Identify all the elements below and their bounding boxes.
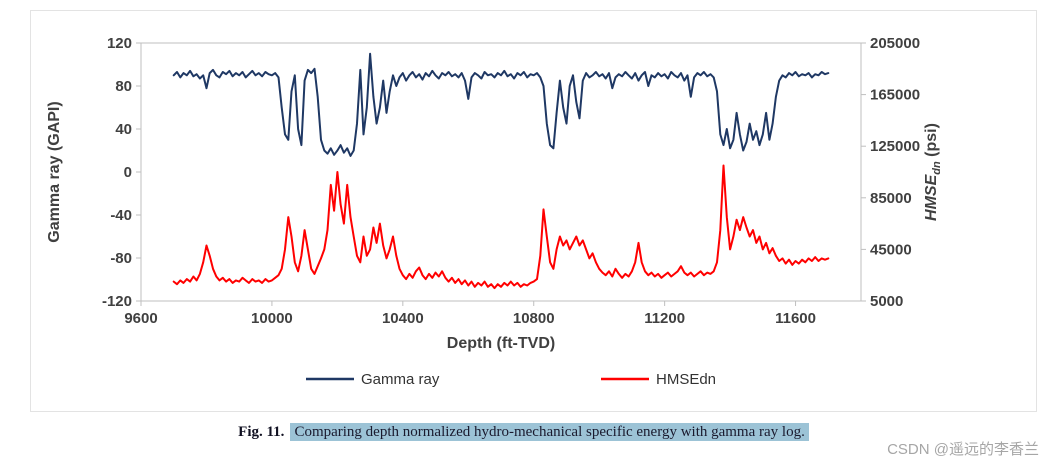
x-axis-tick-label: 10400 bbox=[382, 310, 424, 327]
x-axis-tick-label: 11200 bbox=[644, 310, 685, 327]
gamma-ray-line bbox=[172, 52, 830, 157]
x-axis-tick-label: 10000 bbox=[251, 310, 293, 327]
left-axis-tick-label: -120 bbox=[102, 293, 132, 310]
right-axis-tick-label: 205000 bbox=[870, 35, 920, 52]
legend-label: HMSEdn bbox=[656, 371, 716, 388]
right-axis-tick-label: 85000 bbox=[870, 190, 912, 207]
right-axis-tick-label: 5000 bbox=[870, 293, 903, 310]
legend-label: Gamma ray bbox=[361, 371, 440, 388]
x-axis-tick-label: 10800 bbox=[513, 310, 555, 327]
left-axis-tick-label: 120 bbox=[107, 35, 132, 52]
x-axis-title: Depth (ft-TVD) bbox=[447, 335, 555, 352]
right-axis-tick-label: 165000 bbox=[870, 87, 920, 104]
hmse-line bbox=[172, 164, 830, 290]
right-axis-tick-label: 45000 bbox=[870, 241, 912, 258]
left-axis-tick-label: 40 bbox=[115, 121, 132, 138]
left-axis-tick-label: 80 bbox=[115, 78, 132, 95]
left-axis-tick-label: 0 bbox=[124, 164, 132, 181]
figure-caption-text: Comparing depth normalized hydro-mechani… bbox=[290, 423, 809, 441]
right-axis-title: HMSEdn (psi) bbox=[923, 123, 943, 221]
x-axis-tick-label: 9600 bbox=[124, 310, 157, 327]
figure-caption: Fig. 11. Comparing depth normalized hydro… bbox=[0, 423, 1047, 441]
left-axis-tick-label: -40 bbox=[110, 207, 132, 224]
watermark: CSDN @遥远的李香兰 bbox=[887, 441, 1039, 458]
plot-area-border bbox=[140, 42, 862, 302]
figure-label: Fig. 11. bbox=[238, 424, 285, 440]
x-axis-tick-label: 11600 bbox=[775, 310, 816, 327]
left-axis-tick-label: -80 bbox=[110, 250, 132, 267]
chart-canvas: 120 80 40 0 -40 -80 -120 205000 165000 125000 8500… bbox=[46, 35, 943, 388]
right-axis-tick-label: 125000 bbox=[870, 138, 920, 155]
left-axis-title: Gamma ray (GAPI) bbox=[46, 101, 63, 242]
figure-11-chart: 120 80 40 0 -40 -80 -120 205000 165000 125000 8500… bbox=[30, 10, 1037, 412]
